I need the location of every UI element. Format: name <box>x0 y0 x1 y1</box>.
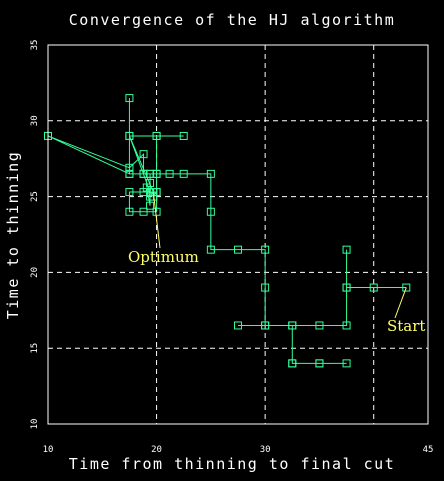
y-axis-ticks: 10 15 20 25 30 35 <box>30 40 40 430</box>
y-tick-label: 25 <box>30 191 40 202</box>
data-point-marker <box>288 359 297 368</box>
x-axis-label: Time from thinning to final cut <box>69 455 395 473</box>
data-point-marker <box>139 150 148 159</box>
y-tick-label: 20 <box>30 267 40 278</box>
chart-title: Convergence of the HJ algorithm <box>69 11 395 29</box>
data-point-marker <box>315 359 324 368</box>
data-point-marker <box>125 169 134 178</box>
data-point-marker <box>179 169 188 178</box>
data-point-marker <box>146 169 155 178</box>
data-point-marker <box>206 245 215 254</box>
x-axis-ticks: 10 20 30 45 <box>43 445 434 455</box>
data-point-marker <box>125 163 134 172</box>
data-point-marker <box>342 283 351 292</box>
data-point-marker <box>165 169 174 178</box>
data-point-marker <box>125 207 134 216</box>
data-point-marker <box>125 94 134 103</box>
series-convergence-path <box>44 94 411 368</box>
data-point-marker <box>146 201 155 210</box>
data-point-marker <box>234 245 242 254</box>
data-point-marker <box>179 131 188 140</box>
y-tick-label: 15 <box>30 343 40 354</box>
data-point-marker <box>261 283 270 292</box>
data-point-marker <box>234 321 242 330</box>
data-point-marker <box>152 131 161 140</box>
y-tick-label: 35 <box>30 40 40 51</box>
annotations: Start Optimum <box>128 191 425 335</box>
annotation-label: Start <box>387 317 425 335</box>
x-tick-label: 20 <box>151 445 162 455</box>
data-point-marker <box>261 245 270 254</box>
x-tick-label: 45 <box>423 445 434 455</box>
data-point-marker <box>288 321 297 330</box>
data-point-marker <box>369 283 378 292</box>
plot-frame <box>47 44 429 425</box>
data-point-marker <box>125 188 134 197</box>
data-point-marker <box>139 207 148 216</box>
data-point-marker <box>206 169 215 178</box>
data-point-marker <box>261 321 270 330</box>
x-tick-label: 30 <box>260 445 271 455</box>
x-tick-label: 10 <box>43 445 54 455</box>
data-point-marker <box>342 245 351 254</box>
y-tick-label: 10 <box>30 419 40 430</box>
grid-lines <box>48 45 428 424</box>
data-point-marker <box>315 321 324 330</box>
data-point-marker <box>342 321 351 330</box>
data-point-marker <box>402 283 411 292</box>
series-line <box>47 98 407 364</box>
y-axis-label: Time to thinning <box>4 151 22 320</box>
annotation-leader-line <box>152 191 161 249</box>
data-point-marker <box>206 207 215 216</box>
data-point-marker <box>125 131 134 140</box>
y-tick-label: 30 <box>30 115 40 126</box>
annotation-leader-line <box>394 287 407 319</box>
annotation-label: Optimum <box>128 248 199 266</box>
data-point-marker <box>342 359 351 368</box>
